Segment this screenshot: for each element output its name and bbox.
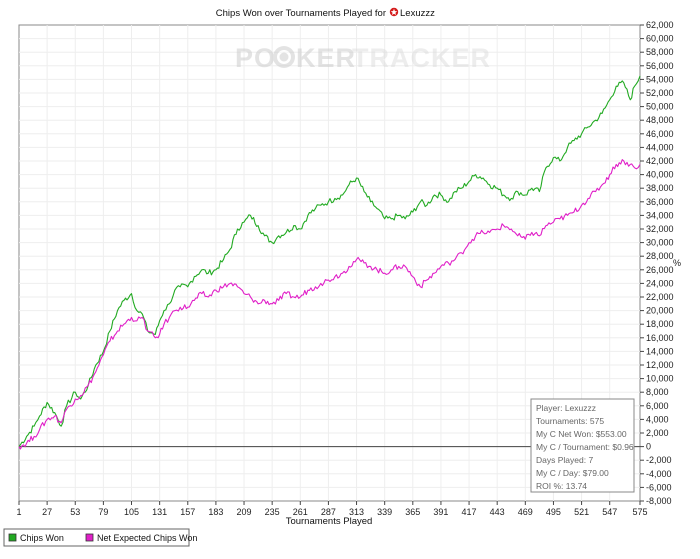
y-axis-unit-glyph: % — [673, 258, 681, 268]
x-tick-label: 443 — [490, 507, 505, 517]
x-tick-label: 391 — [433, 507, 448, 517]
y-tick-label: 14,000 — [646, 346, 674, 356]
stats-net-won: My C Net Won: $553.00 — [536, 429, 627, 439]
gridlines — [19, 25, 640, 501]
y-axis-ticks: -8,000 -6,000 -4,000 -2,000 0 2,000 4,000 6,000… — [640, 20, 674, 506]
x-tick-label: 79 — [98, 507, 108, 517]
y-tick-label: 50,000 — [646, 102, 674, 112]
x-axis-ticks: 1 27 53 79 105 131 157 183 209 235 261 287 313 339 365… — [16, 501, 648, 517]
x-tick-label: 575 — [632, 507, 647, 517]
x-tick-label: 469 — [518, 507, 533, 517]
y-tick-label: 0 — [646, 442, 651, 452]
y-tick-label: 2,000 — [646, 428, 669, 438]
y-tick-label: 6,000 — [646, 401, 669, 411]
y-tick-label: 24,000 — [646, 278, 674, 288]
y-tick-label: 48,000 — [646, 115, 674, 125]
stats-roi: ROI %: 13.74 — [536, 481, 587, 491]
watermark: PO KER TRACKER — [235, 43, 491, 73]
legend-swatch-chips-won — [8, 533, 17, 542]
stats-per-day: My C / Day: $79.00 — [536, 468, 609, 478]
x-tick-label: 365 — [405, 507, 420, 517]
x-tick-label: 521 — [574, 507, 589, 517]
y-tick-label: 56,000 — [646, 61, 674, 71]
y-tick-label: 22,000 — [646, 292, 674, 302]
y-tick-label: 62,000 — [646, 20, 674, 30]
y-tick-label: 30,000 — [646, 238, 674, 248]
legend-item-chips-won: Chips Won — [8, 533, 64, 543]
stats-days-played: Days Played: 7 — [536, 455, 593, 465]
chart-title-text: Chips Won over Tournaments Played for — [216, 8, 386, 19]
x-tick-label: 261 — [293, 507, 308, 517]
legend-label-chips-won: Chips Won — [20, 533, 64, 543]
pokerstars-logo-icon — [389, 7, 399, 17]
x-axis-label: Tournaments Played — [286, 516, 373, 527]
y-tick-label: 16,000 — [646, 333, 674, 343]
x-tick-label: 287 — [321, 507, 336, 517]
y-tick-label: 12,000 — [646, 360, 674, 370]
y-tick-label: 18,000 — [646, 319, 674, 329]
x-tick-label: 53 — [70, 507, 80, 517]
y-tick-label: 8,000 — [646, 387, 669, 397]
series-line-chips-won — [18, 75, 641, 447]
y-tick-label: 44,000 — [646, 142, 674, 152]
chart-title: Chips Won over Tournaments Played for Le… — [216, 7, 435, 19]
x-tick-label: 209 — [237, 507, 252, 517]
y-tick-label: 58,000 — [646, 47, 674, 57]
y-tick-label: 28,000 — [646, 251, 674, 261]
legend: Chips Won Net Expected Chips Won — [3, 528, 197, 547]
watermark-ker: KER — [296, 43, 356, 73]
chart-title-player: Lexuzzz — [400, 8, 435, 19]
y-tick-label: -8,000 — [646, 496, 672, 506]
y-tick-label: 10,000 — [646, 374, 674, 384]
x-tick-label: 105 — [124, 507, 139, 517]
stats-box: Player: Lexuzzz Tournaments: 575 My C Ne… — [530, 398, 635, 493]
y-tick-label: 4,000 — [646, 414, 669, 424]
x-tick-label: 1 — [16, 507, 21, 517]
y-tick-label: 54,000 — [646, 74, 674, 84]
x-tick-label: 417 — [462, 507, 477, 517]
y-tick-label: 36,000 — [646, 197, 674, 207]
stats-per-tournament: My C / Tournament: $0.96 — [536, 442, 634, 452]
legend-item-net-expected: Net Expected Chips Won — [85, 533, 197, 543]
x-tick-label: 157 — [180, 507, 195, 517]
poker-chip-icon — [273, 46, 295, 68]
legend-label-net-expected: Net Expected Chips Won — [97, 533, 197, 543]
y-tick-label: 34,000 — [646, 210, 674, 220]
y-tick-label: 40,000 — [646, 170, 674, 180]
x-tick-label: 27 — [42, 507, 52, 517]
y-tick-label: -2,000 — [646, 455, 672, 465]
y-tick-label: 42,000 — [646, 156, 674, 166]
x-tick-label: 339 — [377, 507, 392, 517]
watermark-po: PO — [235, 43, 276, 73]
x-tick-label: 313 — [349, 507, 364, 517]
y-tick-label: 52,000 — [646, 88, 674, 98]
y-tick-label: 46,000 — [646, 129, 674, 139]
y-tick-label: 26,000 — [646, 265, 674, 275]
legend-swatch-net-expected — [85, 533, 94, 542]
x-tick-label: 131 — [152, 507, 167, 517]
stats-tournaments: Tournaments: 575 — [536, 416, 604, 426]
y-tick-label: 38,000 — [646, 183, 674, 193]
y-tick-label: 20,000 — [646, 306, 674, 316]
series-line-net-expected-chips-won — [18, 159, 641, 450]
series-layer — [18, 75, 641, 450]
y-tick-label: -6,000 — [646, 482, 672, 492]
legend-frame — [3, 528, 190, 547]
y-tick-label: -4,000 — [646, 469, 672, 479]
stats-player: Player: Lexuzzz — [536, 403, 596, 413]
x-tick-label: 547 — [602, 507, 617, 517]
watermark-tracker: TRACKER — [352, 43, 491, 73]
y-tick-label: 32,000 — [646, 224, 674, 234]
x-tick-label: 183 — [208, 507, 223, 517]
x-tick-label: 495 — [546, 507, 561, 517]
x-tick-label: 235 — [265, 507, 280, 517]
stats-box-frame — [530, 398, 635, 493]
y-tick-label: 60,000 — [646, 34, 674, 44]
